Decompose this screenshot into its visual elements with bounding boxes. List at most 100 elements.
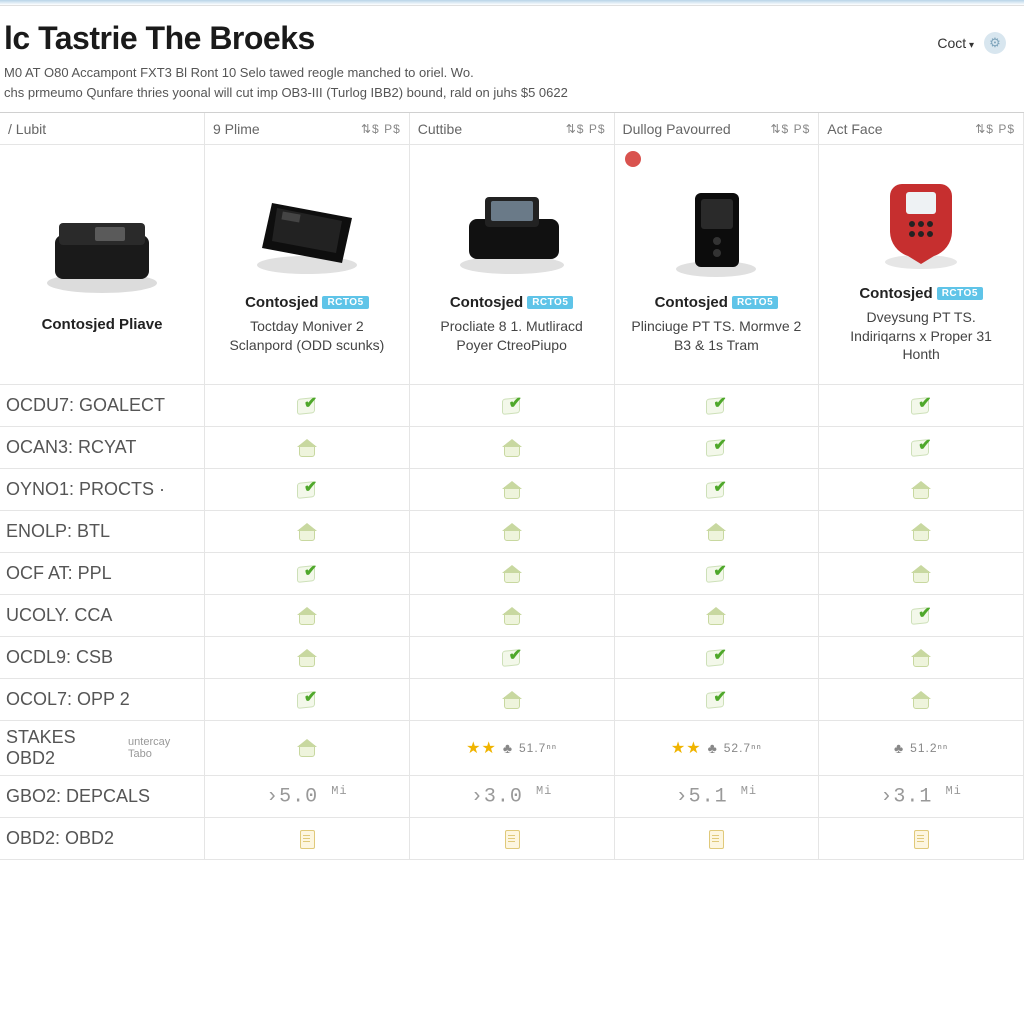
house-icon xyxy=(908,647,934,669)
page-subtitle-1: M0 AT O80 Accampont FXT3 Bl Ront 10 Selo… xyxy=(4,63,568,83)
page-title: lc Tastrie The Broeks xyxy=(4,20,568,57)
house-icon xyxy=(703,605,729,627)
house-icon xyxy=(908,689,934,711)
feature-cell xyxy=(615,595,820,637)
house-icon xyxy=(499,689,525,711)
product-3[interactable]: Contosjed RCTO5 Plinciuge PT TS. Mormve … xyxy=(615,145,820,385)
feature-cell xyxy=(410,511,615,553)
product-2[interactable]: Contosjed RCTO5 Procliate 8 1. Mutliracd… xyxy=(410,145,615,385)
sort-icon: ⇅$ P$ xyxy=(771,122,811,136)
col-head-1-label: 9 Plime xyxy=(213,121,260,137)
feature-cell xyxy=(205,553,410,595)
feature-cell: ›5.0 Mi xyxy=(205,776,410,818)
page-subtitle-2: chs prmeumo Qunfare thries yoonal will c… xyxy=(4,83,568,103)
col-head-4-label: Act Face xyxy=(827,121,882,137)
feature-row-label: OYNO1: PROCTS · xyxy=(0,469,205,511)
feature-cell: ★★♣52.7ⁿⁿ xyxy=(615,721,820,776)
cost-dropdown[interactable]: Coct xyxy=(937,35,974,51)
feature-cell xyxy=(819,553,1024,595)
feature-cell xyxy=(205,637,410,679)
alert-icon xyxy=(625,151,641,167)
product-0[interactable]: Contosjed Pliave xyxy=(0,145,205,385)
col-head-4[interactable]: Act Face ⇅$ P$ xyxy=(819,113,1024,145)
feature-row-label: UCOLY. CCA xyxy=(0,595,205,637)
col-head-1[interactable]: 9 Plime ⇅$ P$ xyxy=(205,113,410,145)
feature-cell xyxy=(205,679,410,721)
product-4-title: Contosjed xyxy=(859,285,932,302)
feature-cell: ★★♣51.7ⁿⁿ xyxy=(410,721,615,776)
product-0-title: Contosjed Pliave xyxy=(42,316,163,333)
product-2-desc: Procliate 8 1. Mutliracd Poyer CtreoPiup… xyxy=(427,317,597,355)
house-icon xyxy=(499,605,525,627)
page-header: lc Tastrie The Broeks M0 AT O80 Accampon… xyxy=(0,20,1024,112)
check-icon xyxy=(703,437,729,459)
feature-cell xyxy=(410,427,615,469)
top-accent-bar xyxy=(0,0,1024,6)
feature-row-label: OBD2: OBD2 xyxy=(0,818,205,860)
feature-cell xyxy=(205,469,410,511)
feature-cell xyxy=(615,818,820,860)
feature-cell xyxy=(819,637,1024,679)
check-icon xyxy=(703,689,729,711)
col-head-2[interactable]: Cuttibe ⇅$ P$ xyxy=(410,113,615,145)
product-4[interactable]: Contosjed RCTO5 Dveysung PT TS. Indiriqa… xyxy=(819,145,1024,385)
feature-cell xyxy=(410,818,615,860)
product-1-image xyxy=(242,178,372,288)
check-icon xyxy=(294,395,320,417)
feature-cell: ♣51.2ⁿⁿ xyxy=(819,721,1024,776)
product-3-image xyxy=(651,178,781,288)
product-1-desc: Toctday Moniver 2 Sclanpord (ODD scunks) xyxy=(222,317,392,355)
feature-cell xyxy=(205,427,410,469)
star-rating: ♣51.2ⁿⁿ xyxy=(894,740,948,756)
feature-row-label: OCAN3: RCYAT xyxy=(0,427,205,469)
feature-cell xyxy=(819,595,1024,637)
product-2-title: Contosjed xyxy=(450,294,523,311)
check-icon xyxy=(703,647,729,669)
col-head-2-label: Cuttibe xyxy=(418,121,462,137)
col-head-0-label: / Lubit xyxy=(8,121,46,137)
feature-cell xyxy=(205,818,410,860)
feature-cell xyxy=(205,721,410,776)
house-icon xyxy=(294,437,320,459)
feature-cell xyxy=(819,427,1024,469)
feature-row-label: GBO2: DEPCALS xyxy=(0,776,205,818)
check-icon xyxy=(499,647,525,669)
feature-cell xyxy=(615,679,820,721)
feature-row-label: STAKES OBD2untercay Tabo xyxy=(0,721,205,776)
house-icon xyxy=(499,437,525,459)
feature-cell xyxy=(410,385,615,427)
product-2-badge: RCTO5 xyxy=(527,296,573,309)
check-icon xyxy=(294,689,320,711)
feature-cell xyxy=(615,637,820,679)
feature-cell xyxy=(205,511,410,553)
comparison-grid: / Lubit 9 Plime ⇅$ P$ Cuttibe ⇅$ P$ Dull… xyxy=(0,112,1024,860)
stat-value: ›3.1 Mi xyxy=(880,784,961,809)
feature-cell: ›3.0 Mi xyxy=(410,776,615,818)
check-icon xyxy=(703,479,729,501)
gear-icon[interactable]: ⚙ xyxy=(984,32,1006,54)
check-icon xyxy=(703,563,729,585)
col-head-3[interactable]: Dullog Pavourred ⇅$ P$ xyxy=(615,113,820,145)
product-3-title: Contosjed xyxy=(655,294,728,311)
stat-value: ›5.0 Mi xyxy=(266,784,347,809)
check-icon xyxy=(908,395,934,417)
feature-cell xyxy=(819,511,1024,553)
star-rating: ★★♣52.7ⁿⁿ xyxy=(671,738,762,758)
doc-icon xyxy=(294,828,320,850)
feature-row-label: ENOLP: BTL xyxy=(0,511,205,553)
feature-cell xyxy=(819,679,1024,721)
check-icon xyxy=(908,437,934,459)
house-icon xyxy=(908,479,934,501)
house-icon xyxy=(294,737,320,759)
feature-cell xyxy=(615,427,820,469)
check-icon xyxy=(294,563,320,585)
col-head-0[interactable]: / Lubit xyxy=(0,113,205,145)
house-icon xyxy=(294,521,320,543)
feature-cell xyxy=(615,469,820,511)
feature-cell xyxy=(819,818,1024,860)
product-1[interactable]: Contosjed RCTO5 Toctday Moniver 2 Sclanp… xyxy=(205,145,410,385)
feature-cell xyxy=(615,553,820,595)
house-icon xyxy=(908,563,934,585)
house-icon xyxy=(294,647,320,669)
feature-cell xyxy=(615,385,820,427)
